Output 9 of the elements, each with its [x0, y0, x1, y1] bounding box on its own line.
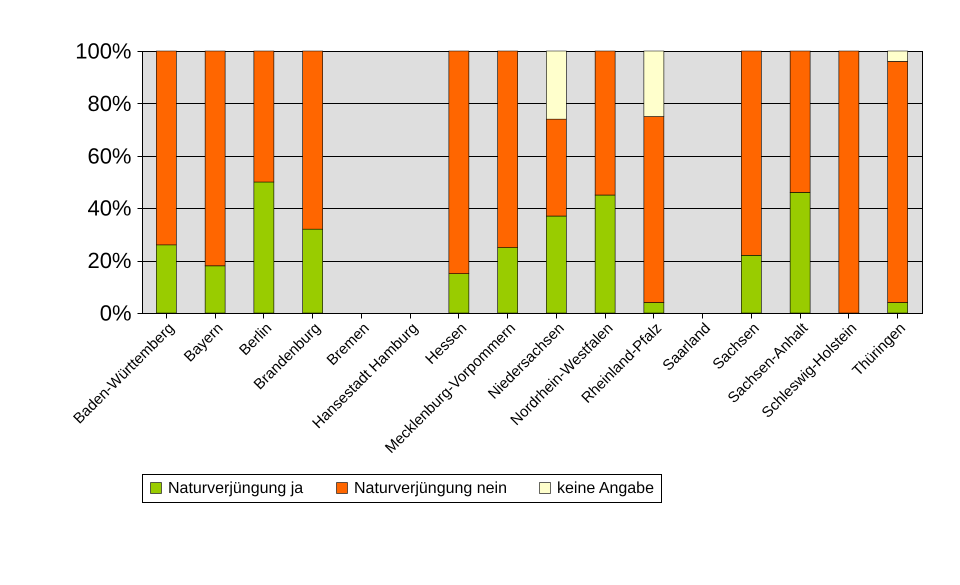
- y-tick-label: 40%: [87, 196, 132, 221]
- legend-label: keine Angabe: [557, 480, 654, 497]
- y-tick-label: 60%: [87, 143, 132, 168]
- legend-label: Naturverjüngung ja: [168, 480, 304, 497]
- y-tick-label: 0%: [100, 300, 132, 326]
- legend-label: Naturverjüngung nein: [354, 480, 507, 497]
- y-tick-label: 20%: [87, 248, 132, 274]
- y-tick-label: 80%: [87, 90, 132, 116]
- y-tick-label: 100%: [75, 38, 132, 64]
